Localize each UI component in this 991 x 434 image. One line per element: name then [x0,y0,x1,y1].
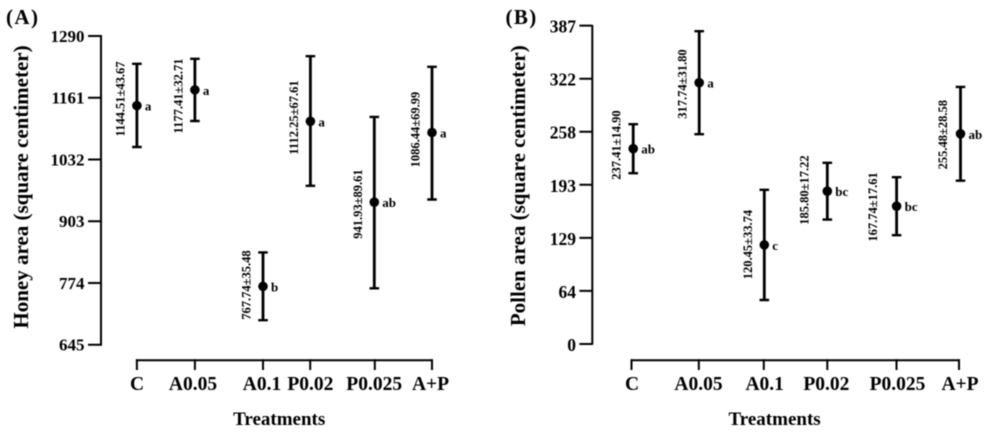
svg-text:Treatments: Treatments [233,409,325,430]
svg-text:(B): (B) [506,5,538,29]
svg-text:bc: bc [905,199,918,214]
svg-text:a: a [707,76,714,91]
svg-text:120.45±33.74: 120.45±33.74 [741,209,755,279]
svg-text:317.74±31.80: 317.74±31.80 [676,49,690,118]
svg-text:237.41±14.90: 237.41±14.90 [610,110,624,179]
svg-text:941.93±89.61: 941.93±89.61 [351,169,365,238]
svg-text:P0.025: P0.025 [870,374,926,395]
svg-text:1290: 1290 [51,27,85,46]
svg-text:255.48±28.58: 255.48±28.58 [936,100,950,169]
svg-text:ab: ab [969,127,983,142]
svg-text:387: 387 [550,17,577,37]
svg-text:645: 645 [59,336,85,355]
svg-text:P0.025: P0.025 [346,374,402,395]
svg-text:Pollen area (square centimeter: Pollen area (square centimeter) [506,45,530,326]
svg-text:a: a [203,83,210,98]
svg-text:903: 903 [59,212,85,231]
svg-text:A+P: A+P [412,374,449,395]
svg-text:322: 322 [550,70,576,90]
svg-text:A0.05: A0.05 [169,374,217,395]
svg-text:1032: 1032 [51,151,85,170]
svg-text:C: C [625,374,639,395]
svg-text:1161: 1161 [51,89,84,108]
svg-text:b: b [271,279,278,294]
svg-text:P0.02: P0.02 [803,374,849,395]
svg-text:C: C [130,374,144,395]
svg-text:1144.51±43.67: 1144.51±43.67 [113,62,127,137]
svg-text:1177.41±32.71: 1177.41±32.71 [171,59,185,134]
svg-text:A+P: A+P [941,374,978,395]
svg-text:A0.1: A0.1 [745,374,783,395]
svg-text:bc: bc [835,184,848,199]
svg-text:a: a [318,114,325,129]
svg-text:Honey area (square centimeter): Honey area (square centimeter) [9,45,33,328]
svg-text:1112.25±67.61: 1112.25±67.61 [287,80,301,154]
svg-text:A0.05: A0.05 [674,374,722,395]
svg-text:ab: ab [641,142,655,157]
svg-text:ab: ab [382,195,396,210]
svg-text:P0.02: P0.02 [287,374,333,395]
svg-text:64: 64 [559,282,577,302]
svg-text:a: a [145,99,152,114]
svg-text:0: 0 [567,335,576,355]
svg-text:185.80±17.22: 185.80±17.22 [798,155,812,224]
svg-text:(A): (A) [6,5,39,29]
svg-text:258: 258 [550,123,577,143]
svg-text:193: 193 [550,176,577,196]
svg-text:a: a [440,126,447,141]
svg-text:129: 129 [550,229,577,249]
svg-text:167.74±17.61: 167.74±17.61 [866,172,880,241]
svg-text:767.74±35.48: 767.74±35.48 [240,250,254,319]
svg-text:774: 774 [59,274,85,293]
svg-text:1086.44±69.99: 1086.44±69.99 [409,92,423,168]
svg-text:c: c [772,238,778,253]
svg-text:Treatments: Treatments [729,409,821,430]
svg-text:A0.1: A0.1 [243,374,281,395]
